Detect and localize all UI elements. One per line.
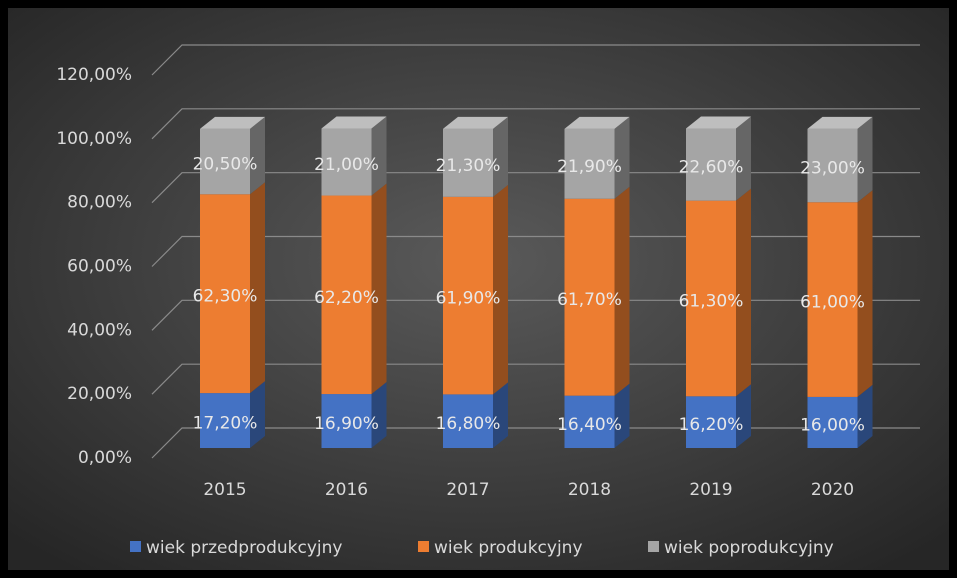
bar [807, 202, 858, 397]
x-tick-label: 2019 [689, 480, 732, 500]
x-tick-label: 2016 [325, 480, 368, 500]
bar [200, 128, 250, 195]
x-tick-label: 2017 [446, 480, 489, 500]
bar-side [614, 383, 630, 448]
data-label: 61,30% [679, 291, 744, 311]
bar [321, 394, 372, 448]
data-label: 21,90% [557, 157, 622, 177]
bar-side [250, 116, 265, 195]
bar-top [564, 116, 630, 129]
x-tick-label: 2020 [811, 480, 854, 500]
bar-side [857, 190, 873, 397]
grid-line [151, 363, 920, 395]
bar [564, 128, 615, 199]
data-label: 62,30% [193, 287, 258, 307]
bar-top [321, 116, 387, 129]
bar-side [857, 116, 873, 203]
bar-top [200, 116, 265, 129]
grid-line [151, 172, 920, 204]
bar-side [736, 188, 751, 397]
grid-line [151, 44, 920, 76]
grid-line [151, 427, 920, 459]
data-label: 16,00% [800, 415, 865, 435]
y-tick-label: 20,00% [67, 384, 132, 404]
data-label: 21,00% [314, 155, 379, 175]
data-label: 20,50% [193, 155, 258, 175]
legend-label: wiek poprodukcyjny [664, 538, 834, 558]
bar-side [614, 186, 630, 396]
bar-side [250, 381, 265, 448]
data-label: 22,60% [679, 158, 744, 178]
data-label: 21,30% [436, 156, 501, 176]
data-label: 62,20% [314, 288, 379, 308]
legend-label: wiek przedprodukcyjny [146, 538, 342, 558]
bar [564, 395, 615, 448]
bar-side [371, 116, 387, 196]
data-label: 16,20% [679, 415, 744, 435]
legend-swatch [648, 541, 659, 552]
y-tick-label: 120,00% [56, 65, 132, 85]
bar-side [493, 184, 508, 395]
bar [443, 196, 493, 395]
bar [686, 128, 736, 201]
legend-swatch [418, 541, 429, 552]
bar [807, 396, 858, 448]
data-label: 16,90% [314, 414, 379, 434]
bar-top [686, 116, 751, 129]
data-label: 16,80% [436, 414, 501, 434]
bar [200, 393, 250, 448]
bar [686, 396, 736, 448]
data-label: 61,70% [557, 290, 622, 310]
x-tick-label: 2015 [203, 480, 246, 500]
bar-side [250, 182, 265, 394]
bar [321, 195, 372, 395]
bar-side [371, 382, 387, 448]
bar [321, 128, 372, 196]
x-tick-label: 2018 [568, 480, 611, 500]
bar [686, 200, 736, 397]
y-tick-label: 0,00% [78, 448, 132, 468]
grid-line [151, 108, 920, 140]
bar-side [493, 116, 508, 197]
data-label: 17,20% [193, 414, 258, 434]
bar-side [493, 382, 508, 448]
bar-side [371, 183, 387, 395]
data-label: 16,40% [557, 415, 622, 435]
bar [443, 128, 493, 197]
data-label: 61,00% [800, 293, 865, 313]
bar [200, 194, 250, 394]
legend-label: wiek produkcyjny [434, 538, 583, 558]
grid-line [151, 235, 920, 267]
data-label: 23,00% [800, 159, 865, 179]
bar-top [443, 116, 508, 129]
bar [564, 198, 615, 396]
bar-top [807, 116, 873, 129]
y-tick-label: 60,00% [67, 257, 132, 277]
bar-side [736, 384, 751, 448]
legend-swatch [130, 541, 141, 552]
bar-side [614, 116, 630, 199]
grid-line [151, 299, 920, 331]
bar-side [736, 116, 751, 201]
y-tick-label: 80,00% [67, 193, 132, 213]
y-tick-label: 100,00% [56, 129, 132, 149]
bar [443, 394, 493, 448]
data-label: 61,90% [436, 289, 501, 309]
y-tick-label: 40,00% [67, 320, 132, 340]
bar [807, 128, 858, 203]
bar-side [857, 384, 873, 448]
